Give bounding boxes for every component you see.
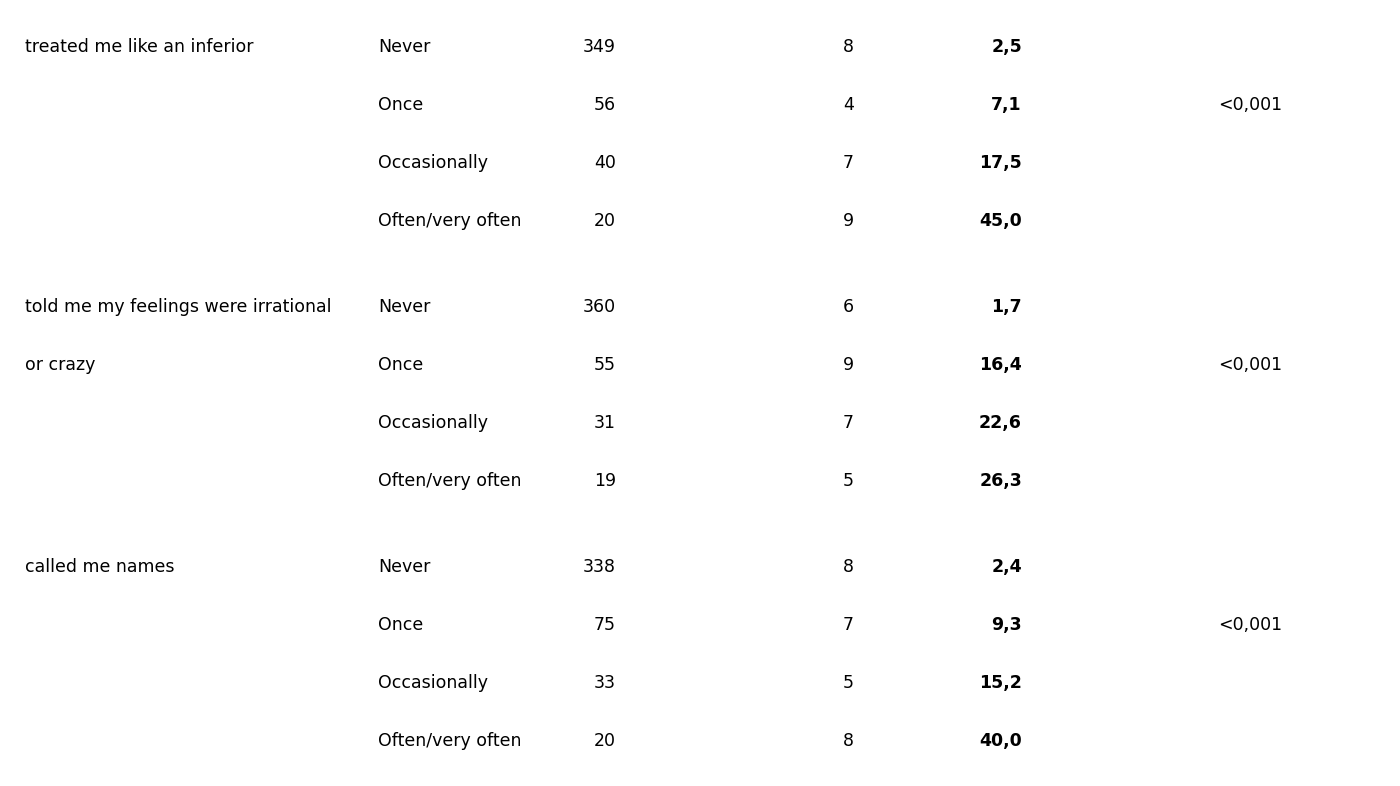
Text: 17,5: 17,5 [979, 154, 1022, 172]
Text: 55: 55 [594, 356, 616, 374]
Text: 8: 8 [843, 558, 854, 576]
Text: 45,0: 45,0 [979, 212, 1022, 230]
Text: 40: 40 [594, 154, 616, 172]
Text: Once: Once [378, 96, 423, 114]
Text: Never: Never [378, 558, 430, 576]
Text: 8: 8 [843, 732, 854, 750]
Text: 20: 20 [594, 212, 616, 230]
Text: 1,7: 1,7 [991, 298, 1022, 316]
Text: <0,001: <0,001 [1218, 616, 1282, 634]
Text: or crazy: or crazy [25, 356, 95, 374]
Text: Often/very often: Often/very often [378, 732, 521, 750]
Text: <0,001: <0,001 [1218, 96, 1282, 114]
Text: 4: 4 [843, 96, 854, 114]
Text: 19: 19 [594, 472, 616, 490]
Text: 2,4: 2,4 [991, 558, 1022, 576]
Text: 16,4: 16,4 [979, 356, 1022, 374]
Text: 7: 7 [843, 154, 854, 172]
Text: Never: Never [378, 38, 430, 56]
Text: 9,3: 9,3 [991, 616, 1022, 634]
Text: called me names: called me names [25, 558, 175, 576]
Text: 56: 56 [594, 96, 616, 114]
Text: told me my feelings were irrational: told me my feelings were irrational [25, 298, 332, 316]
Text: 349: 349 [582, 38, 616, 56]
Text: 2,5: 2,5 [991, 38, 1022, 56]
Text: 40,0: 40,0 [979, 732, 1022, 750]
Text: 33: 33 [594, 674, 616, 692]
Text: Never: Never [378, 298, 430, 316]
Text: 6: 6 [843, 298, 854, 316]
Text: Often/very often: Often/very often [378, 472, 521, 490]
Text: 26,3: 26,3 [979, 472, 1022, 490]
Text: <0,001: <0,001 [1218, 356, 1282, 374]
Text: 7,1: 7,1 [991, 96, 1022, 114]
Text: 338: 338 [582, 558, 616, 576]
Text: Often/very often: Often/very often [378, 212, 521, 230]
Text: 31: 31 [594, 414, 616, 432]
Text: 20: 20 [594, 732, 616, 750]
Text: 5: 5 [843, 472, 854, 490]
Text: 15,2: 15,2 [979, 674, 1022, 692]
Text: 5: 5 [843, 674, 854, 692]
Text: 7: 7 [843, 616, 854, 634]
Text: Occasionally: Occasionally [378, 674, 489, 692]
Text: treated me like an inferior: treated me like an inferior [25, 38, 253, 56]
Text: 8: 8 [843, 38, 854, 56]
Text: 9: 9 [843, 356, 854, 374]
Text: 9: 9 [843, 212, 854, 230]
Text: Occasionally: Occasionally [378, 154, 489, 172]
Text: Once: Once [378, 356, 423, 374]
Text: 22,6: 22,6 [979, 414, 1022, 432]
Text: 7: 7 [843, 414, 854, 432]
Text: Occasionally: Occasionally [378, 414, 489, 432]
Text: 75: 75 [594, 616, 616, 634]
Text: Once: Once [378, 616, 423, 634]
Text: 360: 360 [582, 298, 616, 316]
